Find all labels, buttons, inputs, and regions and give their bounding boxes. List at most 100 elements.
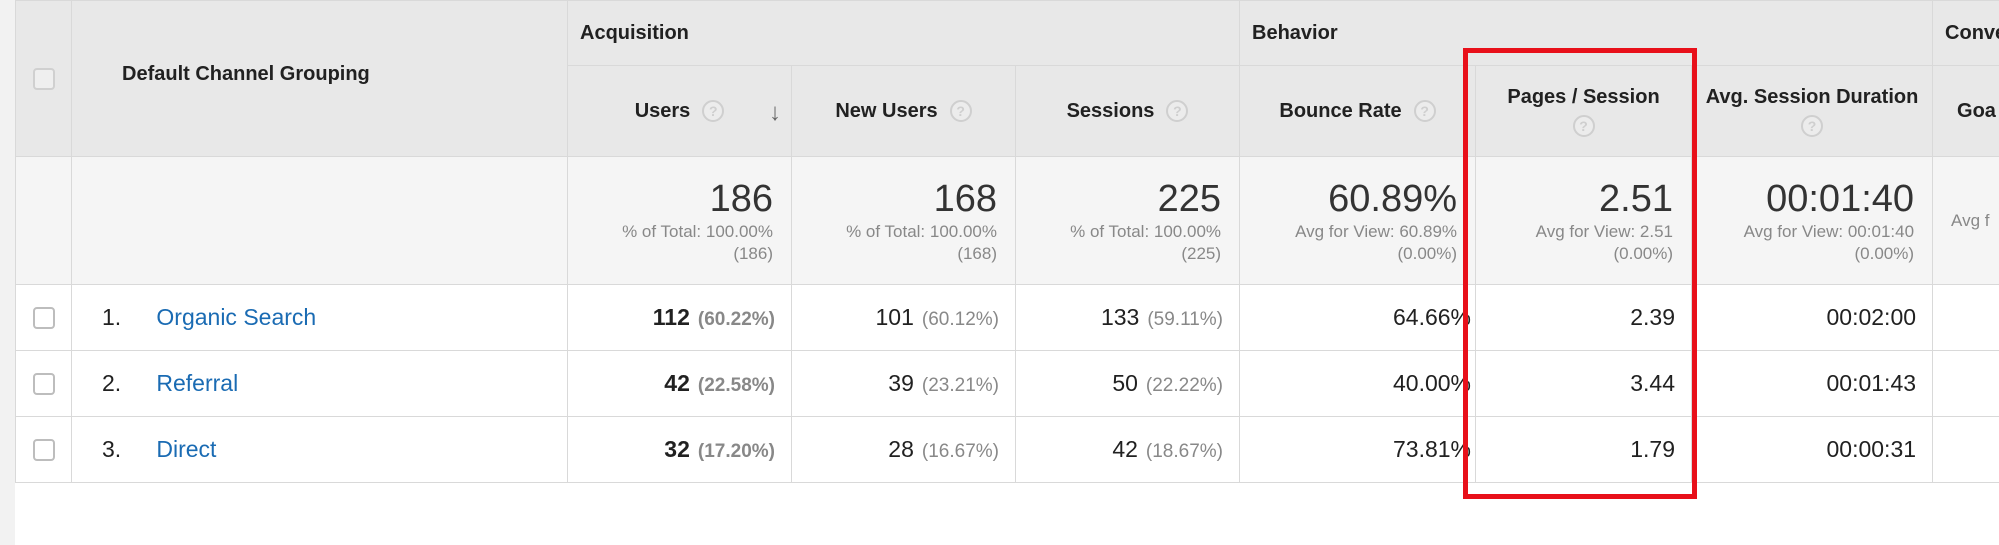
row-channel: 2. Referral	[71, 350, 568, 417]
totals-check-cell	[15, 156, 72, 285]
row-pages-session: 1.79	[1475, 416, 1693, 483]
row-checkbox[interactable]	[32, 438, 55, 461]
total-sessions: 225 % of Total: 100.00% (225)	[1014, 156, 1241, 285]
totals-dimension-cell	[71, 156, 568, 285]
col-users-label: Users	[634, 99, 691, 122]
row-goal	[1932, 284, 1999, 351]
total-goal: Avg f	[1932, 156, 1999, 285]
row-users: 32 (17.20%)	[567, 416, 792, 483]
row-check-cell	[15, 284, 72, 351]
dimension-header[interactable]: Default Channel Grouping	[71, 0, 568, 157]
row-users-value: 32	[664, 436, 690, 462]
total-goal-label: Avg f	[1951, 210, 1990, 230]
row-new-users: 101 (60.12%)	[791, 284, 1016, 351]
report-table: Default Channel Grouping Acquisition Beh…	[15, 0, 1999, 483]
help-icon[interactable]: ?	[1801, 114, 1824, 137]
help-icon[interactable]: ?	[702, 100, 725, 122]
row-check-cell	[15, 350, 72, 417]
total-new-users-sub: (168)	[957, 243, 997, 263]
group-conversions: Conve	[1932, 0, 1999, 66]
total-bounce-rate: 60.89% Avg for View: 60.89% (0.00%)	[1239, 156, 1477, 285]
total-pages-session-value: 2.51	[1599, 177, 1674, 220]
left-gutter	[0, 0, 15, 545]
col-pages-session[interactable]: Pages / Session ?	[1475, 65, 1693, 157]
row-bounce-rate: 64.66%	[1239, 284, 1477, 351]
channel-link[interactable]: Organic Search	[156, 304, 317, 330]
col-goal[interactable]: Goa	[1932, 65, 1999, 157]
row-pages-session: 2.39	[1475, 284, 1693, 351]
row-users-pct: (22.58%)	[697, 375, 775, 396]
total-pages-session-sub: (0.00%)	[1613, 243, 1674, 263]
total-new-users: 168 % of Total: 100.00% (168)	[791, 156, 1016, 285]
total-avg-duration-sub: (0.00%)	[1854, 243, 1915, 263]
row-index: 2.	[102, 370, 122, 396]
row-bounce-rate: 73.81%	[1239, 416, 1477, 483]
help-icon[interactable]: ?	[1572, 114, 1595, 137]
row-goal	[1932, 350, 1999, 417]
row-bounce-rate: 40.00%	[1239, 350, 1477, 417]
total-sessions-value: 225	[1157, 177, 1222, 220]
col-sessions-label: Sessions	[1066, 99, 1155, 122]
help-icon[interactable]: ?	[949, 100, 972, 122]
row-goal	[1932, 416, 1999, 483]
row-new-users-pct: (60.12%)	[921, 309, 999, 330]
total-users-value: 186	[709, 177, 773, 220]
row-new-users-value: 39	[888, 370, 914, 396]
row-new-users-pct: (23.21%)	[921, 375, 999, 396]
row-new-users: 39 (23.21%)	[791, 350, 1016, 417]
row-sessions: 133 (59.11%)	[1014, 284, 1241, 351]
row-users: 42 (22.58%)	[567, 350, 792, 417]
help-icon[interactable]: ?	[1413, 100, 1436, 122]
col-new-users[interactable]: New Users ?	[791, 65, 1016, 157]
help-icon[interactable]: ?	[1166, 100, 1189, 122]
row-users-value: 112	[652, 304, 690, 330]
total-new-users-value: 168	[933, 177, 997, 220]
row-new-users-value: 28	[888, 436, 914, 462]
row-pages-session: 3.44	[1475, 350, 1693, 417]
row-checkbox[interactable]	[32, 306, 55, 329]
sort-desc-icon[interactable]: ↓	[769, 99, 781, 126]
row-new-users-pct: (16.67%)	[921, 441, 999, 462]
total-avg-duration-label: Avg for View: 00:01:40	[1743, 221, 1915, 241]
total-pages-session-label: Avg for View: 2.51	[1535, 221, 1674, 241]
total-pages-session: 2.51 Avg for View: 2.51 (0.00%)	[1475, 156, 1693, 285]
col-users[interactable]: Users ? ↓	[567, 65, 792, 157]
col-sessions[interactable]: Sessions ?	[1014, 65, 1241, 157]
total-avg-duration: 00:01:40 Avg for View: 00:01:40 (0.00%)	[1691, 156, 1934, 285]
row-channel: 3. Direct	[71, 416, 568, 483]
row-avg-duration: 00:01:43	[1691, 350, 1934, 417]
total-bounce-rate-sub: (0.00%)	[1397, 243, 1458, 263]
total-sessions-sub: (225)	[1181, 243, 1222, 263]
row-check-cell	[15, 416, 72, 483]
total-bounce-rate-label: Avg for View: 60.89%	[1295, 221, 1458, 241]
row-sessions-value: 42	[1112, 436, 1138, 462]
row-avg-duration: 00:00:31	[1691, 416, 1934, 483]
total-bounce-rate-value: 60.89%	[1328, 177, 1458, 220]
select-all-checkbox[interactable]	[32, 67, 55, 90]
total-new-users-label: % of Total: 100.00%	[846, 221, 997, 241]
table-row: 2. Referral 42 (22.58%) 39 (23.21%) 50 (22.…	[15, 350, 1999, 417]
select-all-cell	[15, 0, 72, 157]
row-index: 1.	[102, 304, 122, 330]
row-new-users: 28 (16.67%)	[791, 416, 1016, 483]
row-channel: 1. Organic Search	[71, 284, 568, 351]
row-users-value: 42	[664, 370, 690, 396]
col-bounce-rate-label: Bounce Rate	[1279, 99, 1402, 122]
table-row: 3. Direct 32 (17.20%) 28 (16.67%) 42 (18.67…	[15, 416, 1999, 483]
row-sessions: 50 (22.22%)	[1014, 350, 1241, 417]
row-users-pct: (60.22%)	[697, 309, 775, 330]
col-new-users-label: New Users	[835, 99, 938, 122]
col-avg-session-duration-label: Avg. Session Duration	[1705, 85, 1919, 108]
total-users-label: % of Total: 100.00%	[622, 221, 773, 241]
channel-link[interactable]: Direct	[156, 436, 217, 462]
row-sessions-pct: (59.11%)	[1147, 309, 1224, 330]
col-bounce-rate[interactable]: Bounce Rate ?	[1239, 65, 1477, 157]
row-sessions-value: 50	[1112, 370, 1138, 396]
channel-link[interactable]: Referral	[156, 370, 239, 396]
group-acquisition: Acquisition	[566, 0, 1241, 66]
col-avg-session-duration[interactable]: Avg. Session Duration ?	[1691, 65, 1934, 157]
row-checkbox[interactable]	[32, 372, 55, 395]
row-sessions-pct: (22.22%)	[1145, 375, 1224, 396]
row-sessions: 42 (18.67%)	[1014, 416, 1241, 483]
